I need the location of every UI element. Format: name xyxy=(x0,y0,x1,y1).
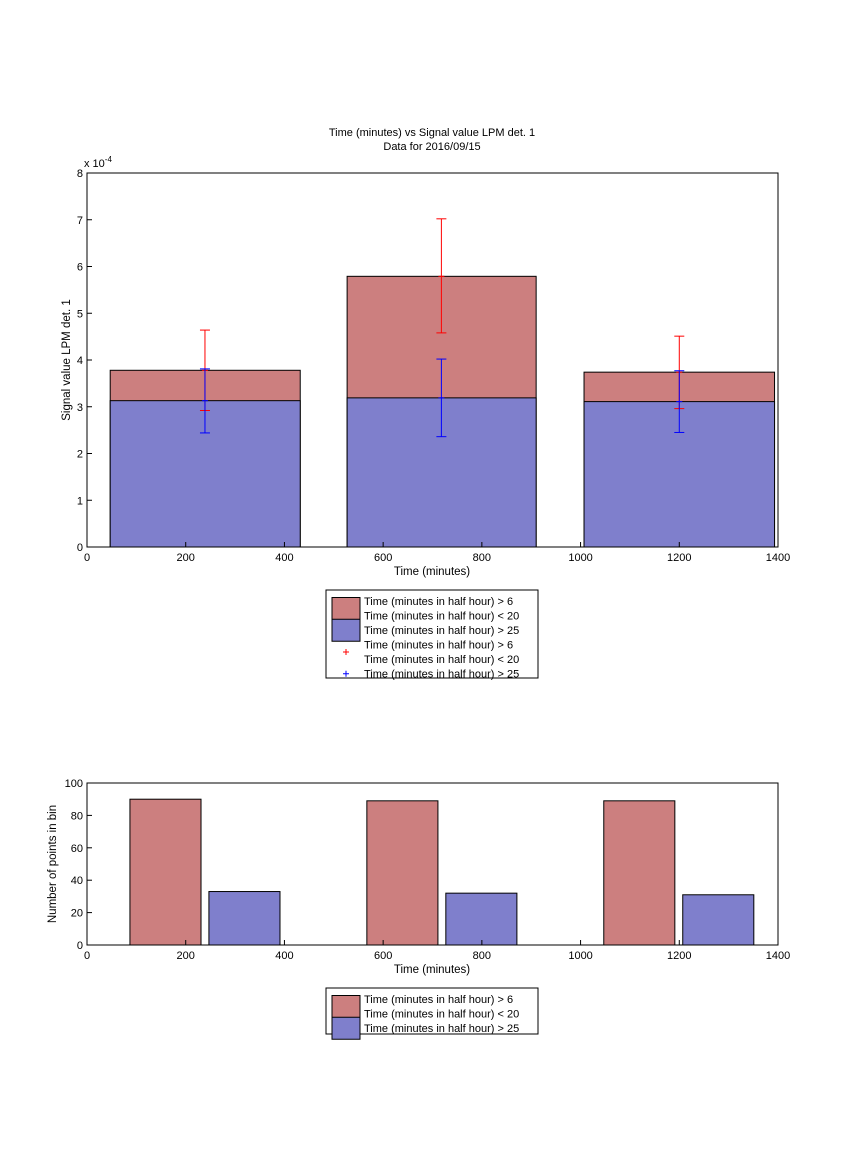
x-tick-label: 0 xyxy=(84,950,90,962)
x-tick-label: 200 xyxy=(177,552,195,564)
y-tick-label: 4 xyxy=(77,355,83,367)
x-tick-label: 0 xyxy=(84,552,90,564)
error-bars xyxy=(199,218,685,438)
y-tick-label: 5 xyxy=(77,308,83,320)
x-tick-label: 600 xyxy=(374,950,392,962)
legend-label: Time (minutes in half hour) < 20 xyxy=(364,611,519,623)
legend-swatch xyxy=(331,597,361,620)
x-tick-label: 1400 xyxy=(766,552,790,564)
x-tick-label: 1400 xyxy=(766,950,790,962)
exponent-base: x 10 xyxy=(84,158,105,170)
y-tick-label: 0 xyxy=(77,542,83,554)
chart-subtitle: Data for 2016/09/15 xyxy=(383,141,480,153)
y-tick-label: 40 xyxy=(71,875,83,887)
y-tick-label: 1 xyxy=(77,495,83,507)
x-tick-label: 800 xyxy=(473,950,491,962)
bar xyxy=(603,800,676,946)
x-tick-label: 400 xyxy=(275,552,293,564)
x-tick-label: 1200 xyxy=(667,950,691,962)
y-tick-label: 80 xyxy=(71,810,83,822)
y-tick-label: 0 xyxy=(77,940,83,952)
x-axis-label: Time (minutes) xyxy=(394,964,470,976)
plot-frame xyxy=(86,782,779,946)
x-tick-label: 200 xyxy=(177,950,195,962)
bar xyxy=(682,894,755,946)
x-tick-label: 1000 xyxy=(568,552,592,564)
x-tick-label: 1000 xyxy=(568,950,592,962)
x-tick-label: 800 xyxy=(473,552,491,564)
y-tick-label: 100 xyxy=(65,778,83,790)
signal-chart: Time (minutes) vs Signal value LPM det. … xyxy=(61,127,790,681)
count-chart: 0 200 400 600 800 1000 1200 1400 0 20 40 60 80 100 Ti… xyxy=(47,778,791,1040)
y-tick-label: 2 xyxy=(77,449,83,461)
bar xyxy=(445,892,518,946)
y-tick-label: 6 xyxy=(77,262,83,274)
legend: Time (minutes in half hour) > 6 Time (min… xyxy=(325,987,539,1040)
legend-label: Time (minutes in half hour) > 6 xyxy=(364,640,513,652)
bars xyxy=(109,275,776,548)
x-tick-label: 1200 xyxy=(667,552,691,564)
x-tick-label: 400 xyxy=(275,950,293,962)
axis-ticks: 0 200 400 600 800 1000 1200 1400 0 1 2 3 4 5 6 7 8 xyxy=(77,168,790,564)
bar xyxy=(366,800,439,946)
legend-label: Time (minutes in half hour) > 25 xyxy=(364,669,519,681)
exponent-power: -4 xyxy=(105,155,113,164)
x-axis-label: Time (minutes) xyxy=(394,566,470,578)
y-tick-label: 60 xyxy=(71,843,83,855)
chart-title: Time (minutes) vs Signal value LPM det. … xyxy=(329,127,535,139)
legend-label: Time (minutes in half hour) > 25 xyxy=(364,625,519,637)
y-axis-label: Number of points in bin xyxy=(47,805,59,923)
legend-label: Time (minutes in half hour) < 20 xyxy=(364,1009,519,1021)
legend-label: Time (minutes in half hour) < 20 xyxy=(364,654,519,666)
y-tick-label: 3 xyxy=(77,402,83,414)
legend-box xyxy=(325,589,539,679)
y-axis-label: Signal value LPM det. 1 xyxy=(61,299,73,420)
axis-ticks: 0 200 400 600 800 1000 1200 1400 0 20 40 60 80 100 xyxy=(65,778,791,962)
bar xyxy=(129,798,202,946)
legend-label: Time (minutes in half hour) > 6 xyxy=(364,994,513,1006)
y-tick-label: 8 xyxy=(77,168,83,180)
y-exponent-label: x 10-4 xyxy=(84,155,112,170)
y-tick-label: 7 xyxy=(77,215,83,227)
bar xyxy=(208,891,281,946)
bars xyxy=(129,798,755,946)
legend-box xyxy=(325,987,539,1035)
legend-label: Time (minutes in half hour) > 25 xyxy=(364,1023,519,1035)
legend-swatch xyxy=(331,618,361,642)
legend-swatch xyxy=(331,995,361,1018)
y-tick-label: 20 xyxy=(71,908,83,920)
legend-label: Time (minutes in half hour) > 6 xyxy=(364,596,513,608)
legend: Time (minutes in half hour) > 6 Time (min… xyxy=(325,589,539,681)
legend-swatch xyxy=(331,1016,361,1040)
x-tick-label: 600 xyxy=(374,552,392,564)
